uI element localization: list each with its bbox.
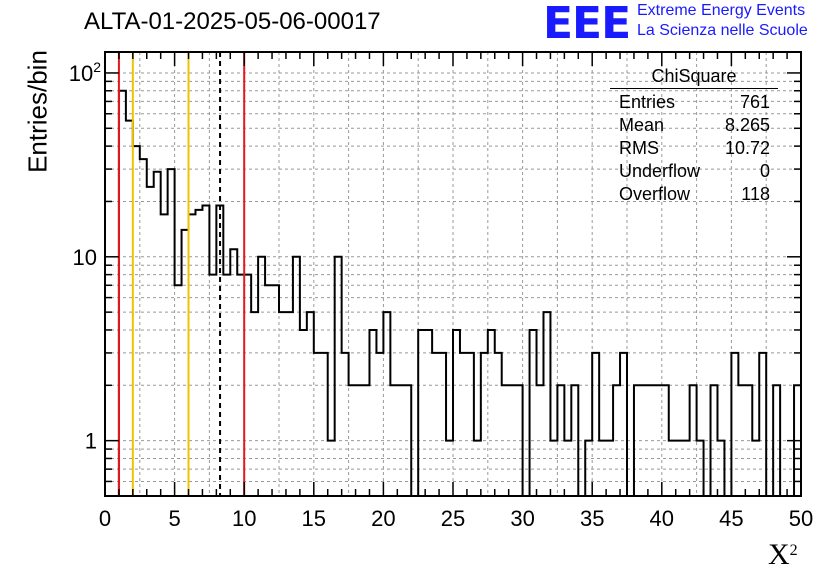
x-tick-label: 40 bbox=[650, 506, 674, 531]
stats-title: ChiSquare bbox=[610, 66, 778, 89]
x-tick-label: 50 bbox=[789, 506, 813, 531]
stats-label: Underflow bbox=[619, 161, 701, 181]
stats-value: 0 bbox=[759, 161, 770, 181]
stats-value: 8.265 bbox=[724, 115, 770, 135]
stats-label: Mean bbox=[619, 115, 665, 135]
stats-value: 761 bbox=[739, 92, 770, 112]
eee-logo: EEE bbox=[543, 0, 631, 49]
chart-title: ALTA-01-2025-05-06-00017 bbox=[84, 8, 381, 35]
x-tick-label: 15 bbox=[302, 506, 326, 531]
x-tick-label: 20 bbox=[371, 506, 395, 531]
logo-text-line1: Extreme Energy Events bbox=[637, 2, 806, 19]
x-tick-label: 25 bbox=[441, 506, 465, 531]
x-tick-label: 0 bbox=[99, 506, 111, 531]
stats-label: Overflow bbox=[619, 184, 691, 204]
x-axis-label: X2 bbox=[768, 538, 798, 572]
stats-row-entries: Entries 761 bbox=[610, 91, 778, 114]
stats-row-rms: RMS 10.72 bbox=[610, 137, 778, 160]
x-tick-label: 45 bbox=[719, 506, 743, 531]
x-axis-label-base: X bbox=[768, 538, 790, 571]
logo-text-line2: La Scienza nelle Scuole bbox=[637, 22, 808, 39]
stats-row-overflow: Overflow 118 bbox=[610, 183, 778, 206]
histogram-series bbox=[105, 89, 801, 497]
stats-label: RMS bbox=[619, 138, 659, 158]
y-axis-label: Entries/bin bbox=[22, 50, 53, 173]
y-tick-label: 10 bbox=[73, 245, 97, 270]
stats-box: ChiSquare Entries 761 Mean 8.265 RMS 10.72 … bbox=[610, 66, 778, 206]
x-tick-label: 5 bbox=[168, 506, 180, 531]
stats-row-underflow: Underflow 0 bbox=[610, 160, 778, 183]
stats-label: Entries bbox=[619, 92, 676, 112]
x-tick-label: 10 bbox=[232, 506, 256, 531]
x-tick-label: 30 bbox=[510, 506, 534, 531]
stats-value: 10.72 bbox=[724, 138, 770, 158]
y-tick-label: 102 bbox=[69, 59, 101, 86]
stats-row-mean: Mean 8.265 bbox=[610, 114, 778, 137]
stats-value: 118 bbox=[741, 184, 770, 204]
x-tick-label: 35 bbox=[580, 506, 604, 531]
x-axis-label-sup: 2 bbox=[789, 542, 798, 559]
y-tick-label: 1 bbox=[85, 429, 97, 454]
y-tick-label-sup: 2 bbox=[93, 59, 101, 75]
